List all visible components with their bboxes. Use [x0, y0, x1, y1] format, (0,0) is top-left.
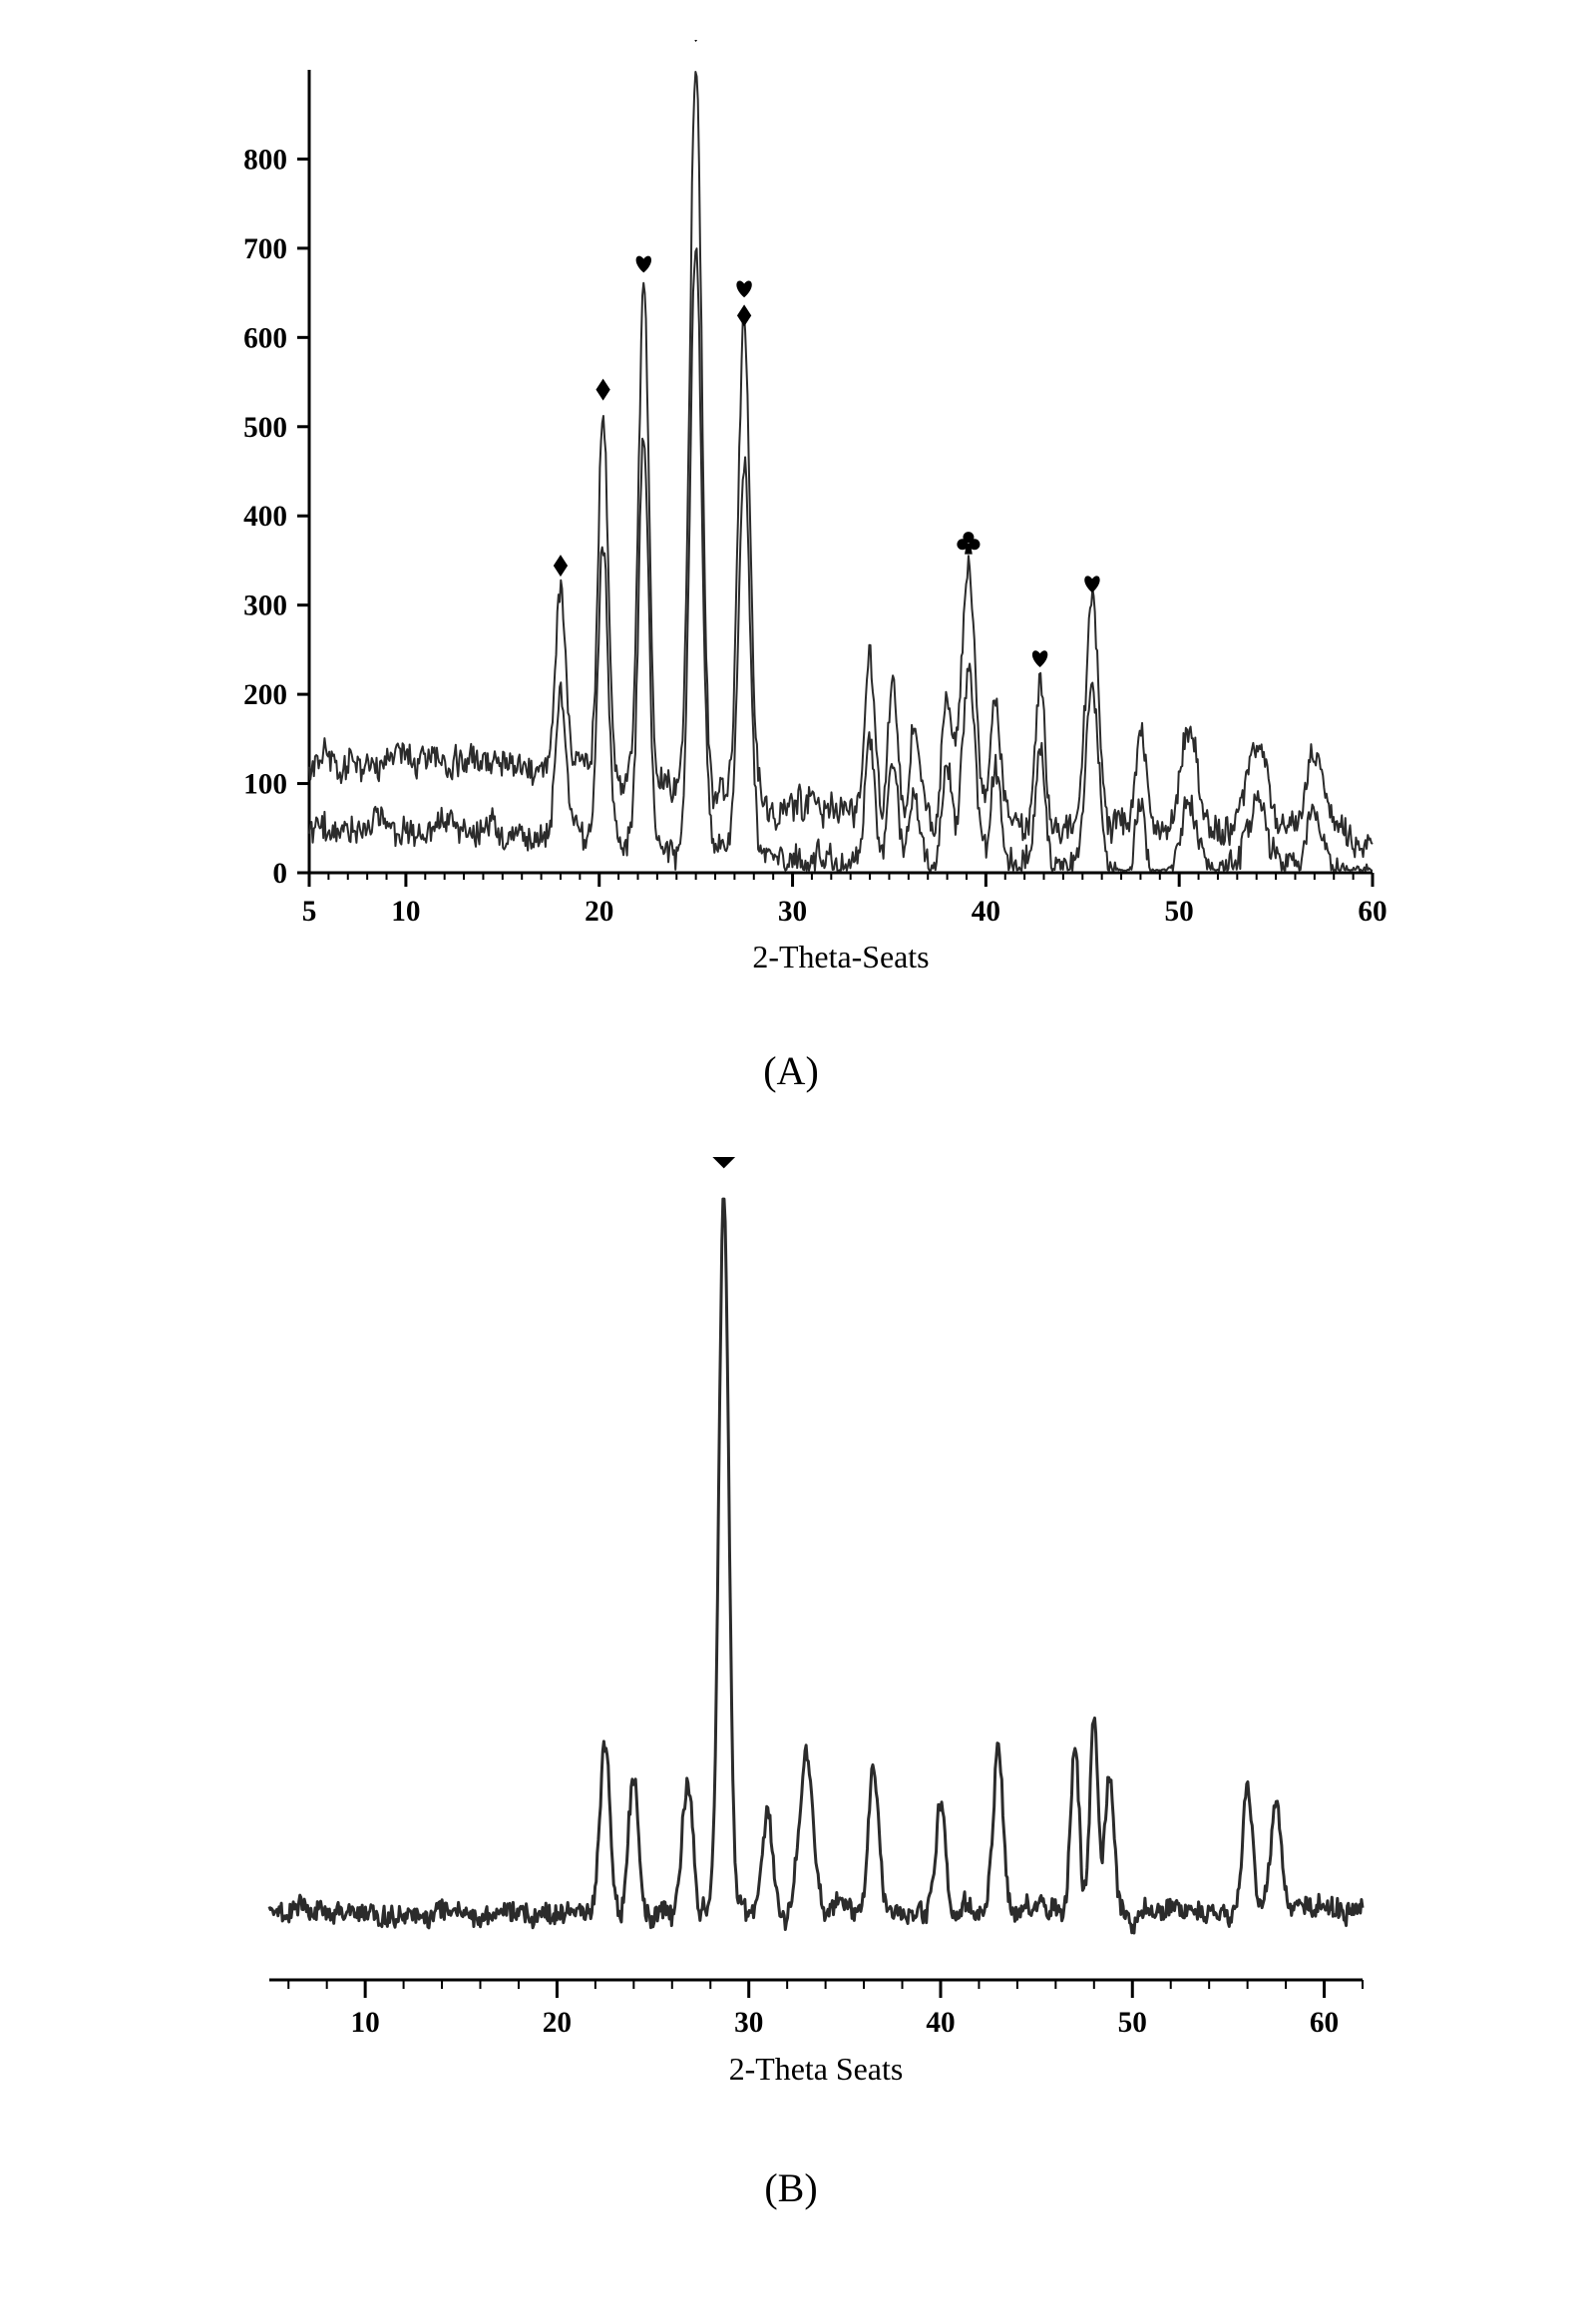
chart-a-svg: 0 100 200 300 400 500 600 700 800 5 10 20 30 40 50 60 2-… [180, 40, 1402, 997]
svg-text:100: 100 [243, 769, 287, 801]
svg-text:10: 10 [351, 2007, 380, 2039]
chart-panel-a: 0 100 200 300 400 500 600 700 800 5 10 20 30 40 50 60 2-… [180, 40, 1402, 997]
panel-a-sublabel: (A) [180, 1047, 1402, 1094]
chart-panel-b: 10 20 30 40 50 60 2-Theta Seats [180, 1157, 1402, 2115]
svg-text:10: 10 [391, 896, 420, 928]
panel-b-sublabel: (B) [180, 2164, 1402, 2211]
svg-text:60: 60 [1310, 2007, 1339, 2039]
svg-text:0: 0 [272, 858, 287, 890]
svg-text:20: 20 [585, 896, 613, 928]
svg-text:2-Theta-Seats: 2-Theta-Seats [752, 940, 929, 974]
svg-text:30: 30 [778, 896, 807, 928]
svg-text:200: 200 [243, 679, 287, 711]
svg-text:5: 5 [302, 896, 317, 928]
svg-text:50: 50 [1118, 2007, 1147, 2039]
svg-text:50: 50 [1165, 896, 1194, 928]
svg-text:400: 400 [243, 501, 287, 533]
chart-b-svg: 10 20 30 40 50 60 2-Theta Seats [180, 1157, 1402, 2115]
svg-text:700: 700 [243, 233, 287, 265]
svg-text:20: 20 [543, 2007, 572, 2039]
svg-text:60: 60 [1358, 896, 1386, 928]
page: 0 100 200 300 400 500 600 700 800 5 10 20 30 40 50 60 2-… [0, 0, 1582, 2324]
svg-text:40: 40 [972, 896, 1000, 928]
svg-text:300: 300 [243, 590, 287, 622]
svg-text:2-Theta Seats: 2-Theta Seats [729, 2052, 904, 2087]
svg-text:40: 40 [926, 2007, 955, 2039]
svg-text:500: 500 [243, 412, 287, 444]
svg-text:800: 800 [243, 144, 287, 176]
svg-text:30: 30 [734, 2007, 763, 2039]
svg-text:600: 600 [243, 322, 287, 354]
